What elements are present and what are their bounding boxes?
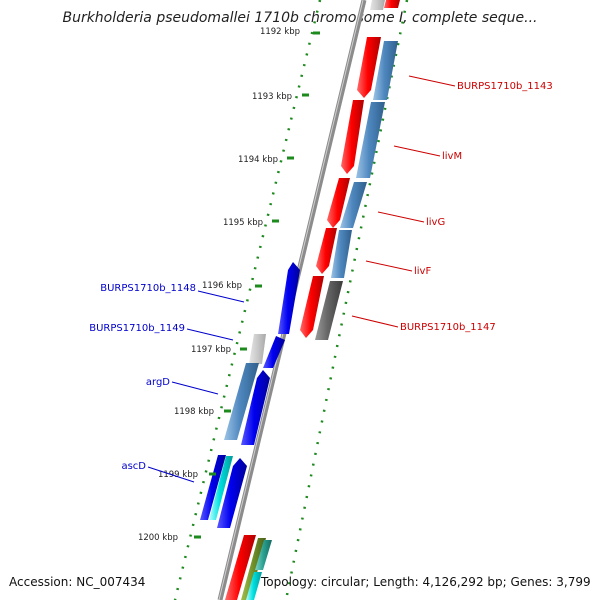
gene-burps1710b-1143-cds[interactable] — [373, 41, 398, 100]
gene-label[interactable]: BURPS1710b_1147 — [400, 322, 496, 333]
label-leader-line — [197, 290, 245, 303]
label-leader-line — [147, 466, 195, 483]
gene-livM-cds[interactable] — [356, 102, 385, 178]
gene-livM[interactable] — [341, 100, 364, 174]
gene-label[interactable]: argD — [146, 377, 170, 388]
gene-argD[interactable] — [241, 370, 270, 445]
tick-label: 1197 kbp — [191, 345, 231, 355]
gene-label[interactable]: livG — [426, 217, 445, 228]
gene-label[interactable]: BURPS1710b_1148 — [100, 283, 196, 294]
gene-burps1710b-1143[interactable] — [357, 37, 381, 98]
gene-burps1710b-1147-cds[interactable] — [315, 281, 343, 340]
forward-genes — [225, 0, 400, 600]
label-leader-line — [393, 145, 441, 157]
tick-label: 1199 kbp — [158, 470, 198, 480]
kbp-ticks: 1192 kbp 1193 kbp 1194 kbp 1195 kbp 1196 kbp… — [138, 27, 320, 543]
label-leader-line — [377, 211, 425, 223]
gene-livG[interactable] — [327, 178, 350, 228]
label-leader-line — [351, 315, 399, 328]
label-leader-line — [171, 381, 219, 395]
tick-label: 1192 kbp — [260, 27, 300, 37]
gene-livF-cds[interactable] — [331, 230, 352, 278]
gene-label[interactable]: BURPS1710b_1143 — [457, 81, 553, 92]
gene-label[interactable]: BURPS1710b_1149 — [89, 323, 185, 334]
gene-label[interactable]: ascD — [121, 461, 146, 472]
gene-burps1710b-1148[interactable] — [278, 262, 300, 334]
gene-label[interactable]: livM — [442, 151, 462, 162]
reverse-genes — [200, 262, 300, 528]
tick-label: 1194 kbp — [238, 155, 278, 165]
tick-label: 1200 kbp — [138, 533, 178, 543]
accession-text: Accession: NC_007434 — [9, 575, 146, 589]
tick-label: 1195 kbp — [223, 218, 263, 228]
gene-argD-cds[interactable] — [224, 363, 259, 440]
gene-labels: BURPS1710b_1143 livM livG livF BURPS1710b_11… — [89, 75, 553, 483]
inner-dot-ring — [173, 0, 322, 600]
gene-livF[interactable] — [316, 228, 337, 274]
topology-summary: Topology: circular; Length: 4,126,292 bp… — [261, 575, 591, 589]
tick-label: 1198 kbp — [174, 407, 214, 417]
tick-label: 1193 kbp — [252, 92, 292, 102]
label-leader-line — [365, 260, 413, 272]
gene-ascD[interactable] — [217, 458, 247, 528]
gene-burps1710b-1149[interactable] — [249, 334, 266, 364]
gene-burps1710b-1147[interactable] — [300, 276, 324, 338]
gene-label[interactable]: livF — [414, 266, 431, 277]
gene-bottom-forward[interactable] — [225, 535, 256, 600]
gene-livG-cds[interactable] — [340, 182, 367, 228]
tick-label: 1196 kbp — [202, 281, 242, 291]
label-leader-line — [408, 75, 456, 87]
map-title: Burkholderia pseudomallei 1710b chromoso… — [62, 10, 538, 26]
label-leader-line — [186, 328, 234, 341]
